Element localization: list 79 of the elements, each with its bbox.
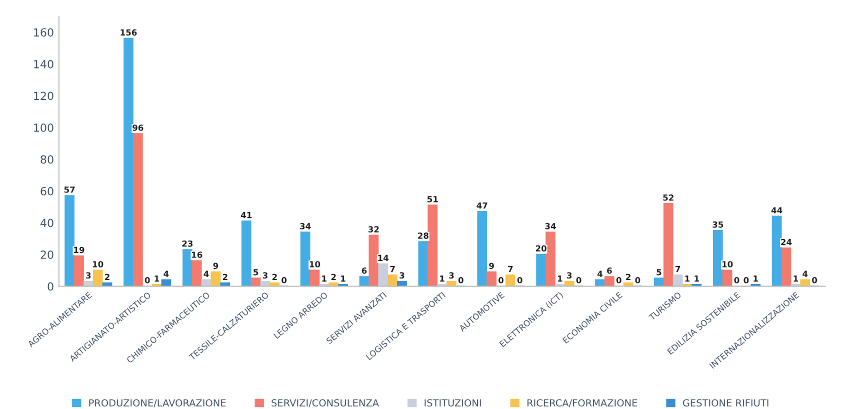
data-label: 96	[132, 124, 144, 131]
data-label: 6	[607, 267, 612, 274]
y-tick-label: 80	[40, 155, 54, 164]
data-label: 4	[164, 270, 169, 277]
data-label: 51	[427, 196, 438, 202]
data-label: 2	[105, 274, 110, 280]
data-label: 1	[694, 276, 699, 282]
data-label: 10	[722, 261, 733, 268]
y-tick-label: 120	[34, 92, 54, 100]
data-label: 4	[802, 270, 808, 277]
legend-label: ISTITUZIONI	[424, 399, 481, 407]
data-label: 10	[92, 261, 104, 268]
data-label: 1	[685, 276, 690, 282]
data-label: 1	[341, 276, 346, 282]
data-label: 0	[517, 276, 522, 284]
data-label: 2	[222, 274, 228, 280]
y-tick-label: 160	[34, 28, 54, 37]
data-label: 34	[300, 223, 311, 230]
data-label: 3	[400, 272, 404, 279]
data-label: 0	[812, 276, 818, 284]
y-tick-label: 0	[48, 282, 54, 291]
data-label: 0	[734, 276, 740, 284]
legend-label: RICERCA/FORMAZIONE	[527, 399, 638, 408]
data-label: 0	[744, 276, 749, 284]
data-label: 1	[322, 276, 326, 282]
data-label: 28	[418, 232, 428, 239]
y-tick-label: 60	[40, 187, 54, 196]
data-label: 1	[754, 276, 758, 282]
data-label: 2	[272, 274, 277, 280]
data-label: 10	[310, 261, 320, 268]
data-label: 52	[663, 194, 674, 201]
y-tick-label: 140	[34, 60, 54, 68]
data-label: 47	[476, 202, 488, 209]
data-label: 3	[567, 272, 572, 279]
data-label: 9	[489, 262, 494, 270]
data-label: 1	[154, 276, 160, 282]
data-label: 41	[240, 212, 252, 218]
y-tick-label: 100	[34, 123, 54, 132]
data-label: 0	[635, 276, 640, 284]
data-label: 1	[440, 276, 444, 282]
data-label: 0	[616, 276, 622, 284]
data-label: 5	[656, 269, 662, 276]
data-label: 7	[390, 266, 395, 272]
data-label: 4	[597, 270, 603, 277]
data-label: 9	[213, 262, 218, 270]
data-label: 0	[576, 276, 582, 284]
y-tick-label: 20	[40, 250, 54, 259]
data-label: 6	[362, 267, 367, 274]
legend-label: PRODUZIONE/LAVORAZIONE	[89, 399, 226, 408]
data-label: 4	[204, 270, 209, 277]
data-label: 19	[74, 246, 84, 254]
data-label: 1	[558, 276, 562, 282]
data-label: 14	[378, 254, 389, 261]
data-label: 1	[794, 276, 798, 282]
data-label: 5	[254, 269, 258, 276]
data-label: 3	[262, 272, 268, 279]
data-label: 0	[282, 276, 287, 284]
data-label: 3	[449, 272, 454, 279]
data-label: 156	[120, 29, 137, 36]
data-label: 0	[458, 276, 464, 284]
legend-label: GESTIONE RIFIUTI	[682, 399, 768, 407]
data-label: 0	[498, 276, 504, 284]
data-label: 0	[144, 276, 150, 284]
data-label: 20	[536, 245, 546, 252]
data-label: 34	[545, 223, 556, 230]
data-label: 7	[508, 266, 513, 272]
data-label: 32	[368, 226, 379, 232]
legend-label: SERVIZI/CONSULENZA	[272, 399, 379, 408]
data-label: 23	[182, 240, 193, 247]
data-label: 57	[64, 186, 75, 193]
data-label: 16	[192, 252, 202, 258]
data-label: 2	[331, 274, 336, 280]
data-label: 35	[712, 221, 724, 228]
data-label: 24	[781, 238, 792, 246]
data-label: 7	[675, 266, 680, 272]
y-tick-label: 40	[40, 218, 54, 228]
data-label: 44	[771, 207, 782, 214]
data-label: 2	[626, 274, 630, 280]
data-label: 3	[86, 272, 91, 279]
